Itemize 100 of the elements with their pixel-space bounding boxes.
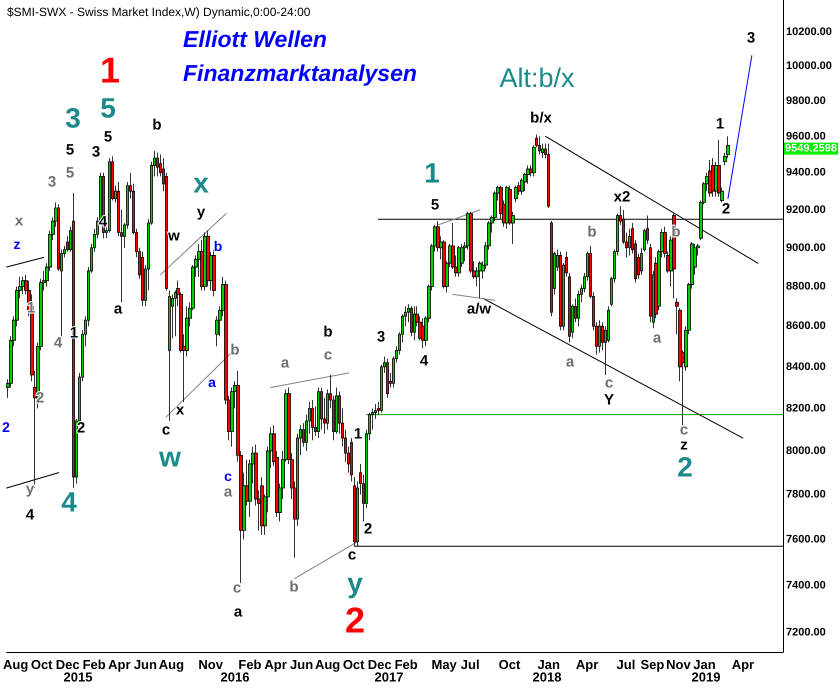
annotation: 5 [104, 128, 112, 146]
annotation: c [604, 374, 614, 392]
candlestick [168, 290, 171, 422]
annotation: c [348, 546, 356, 564]
annotation: 3 [48, 174, 56, 190]
annotation: y [347, 568, 364, 598]
candlestick [538, 136, 541, 155]
annotation: 2 [344, 600, 366, 640]
candlestick [442, 240, 446, 289]
annotation: c [324, 346, 332, 364]
y-tick-label: 7800.00 [786, 488, 826, 501]
annotation: 5 [66, 164, 74, 182]
candlestick [547, 143, 550, 208]
annotation: b [152, 116, 162, 134]
annotation: a [280, 354, 290, 372]
y-tick-label: 8000.00 [786, 444, 826, 457]
x-tick-label: Apr [576, 657, 598, 672]
x-tick-label: Jul [460, 657, 480, 672]
x-tick-label: Dec [56, 657, 80, 672]
x-tick-label: Jan [693, 657, 716, 672]
annotation: a [208, 374, 216, 390]
candlestick [708, 160, 712, 198]
y-tick-label: 8400.00 [786, 360, 826, 373]
annotation: 3 [376, 328, 386, 346]
text: 2019 [692, 670, 720, 684]
annotation: b [587, 224, 597, 240]
x-tick-label: Aug [158, 657, 184, 672]
annotation: 1 [716, 116, 724, 132]
annotation: 5 [100, 92, 116, 124]
annotation: b/x [530, 110, 552, 126]
y-tick-label: 8200.00 [786, 402, 826, 414]
x-tick-label: Oct [30, 657, 54, 672]
annotation: w [167, 228, 180, 244]
candlestick [260, 476, 264, 536]
annotation: 2 [364, 520, 372, 538]
candlestick [478, 260, 482, 299]
annotation: 1 [26, 300, 36, 316]
candlestick [212, 249, 216, 297]
candlestick [141, 251, 144, 307]
annotation: a [234, 604, 243, 620]
candlestick [21, 276, 25, 295]
text: 2017 [374, 670, 404, 684]
annotation: 2 [722, 200, 730, 218]
x-tick-label: Apr [732, 657, 754, 672]
annotation: a [224, 484, 233, 500]
annotation: a [652, 330, 662, 346]
candlestick [156, 152, 159, 177]
text: 9549.2598 [785, 142, 837, 155]
x-tick-label: Feb [82, 657, 106, 672]
x-tick-label: May [431, 657, 458, 672]
annotation: x [176, 402, 185, 418]
annotation: 3 [746, 30, 756, 46]
x-tick-label: Nov [666, 657, 692, 672]
annotation: y [26, 480, 35, 498]
chart-title: $SMI-SWX - Swiss Market Index,W) Dynamic,0:00-24:00 [7, 5, 311, 19]
annotation: 1 [424, 158, 440, 188]
x-tick-label: Jan [537, 657, 560, 672]
annotation: c [232, 580, 242, 596]
x-tick-label: Nov [198, 657, 224, 672]
candlestick [206, 230, 210, 287]
annotation: y [196, 204, 206, 220]
text: 2015 [64, 670, 92, 684]
x-tick-label: Oct [498, 657, 521, 672]
x-tick-label: Jun [290, 657, 314, 672]
y-tick-label: 8600.00 [786, 320, 826, 332]
y-tick-label: 7600.00 [786, 533, 826, 546]
y-tick-label: 9000.00 [786, 242, 826, 254]
y-tick-label: 10200.00 [786, 26, 832, 38]
x-tick-label: Apr [264, 657, 287, 672]
candlestick [514, 185, 518, 203]
annotation: b [323, 324, 333, 340]
text: 2018 [532, 670, 562, 684]
annotation: x [193, 168, 210, 198]
annotation: 4 [61, 486, 78, 518]
annotation: x2 [614, 188, 630, 206]
annotation: 4 [420, 352, 429, 370]
annotation: 3 [65, 102, 81, 134]
y-tick-label: 7200.00 [786, 626, 826, 639]
annotation: 1 [100, 50, 120, 90]
x-tick-label: Aug [2, 657, 28, 672]
x-tick-label: Oct [342, 657, 366, 672]
x-tick-label: Jun [134, 657, 157, 672]
y-tick-label: 9200.00 [786, 204, 826, 216]
annotation: a/w [466, 300, 492, 318]
y-tick-label: 8800.00 [786, 280, 826, 293]
annotation: 2 [677, 452, 693, 482]
candlestick [311, 400, 314, 441]
annotation: 3 [92, 144, 100, 160]
annotation: c [680, 422, 688, 438]
x-tick-label: Feb [394, 657, 418, 672]
annotation: Alt:b/x [499, 63, 576, 93]
candlestick [410, 306, 413, 337]
annotation: 4 [26, 506, 35, 524]
x-tick-label: Dec [368, 657, 392, 672]
annotation: 4 [54, 334, 63, 352]
annotation: a [114, 300, 123, 318]
y-tick-label: 9800.00 [786, 94, 826, 107]
y-tick-label: 7400.00 [786, 579, 826, 592]
annotation: z [680, 436, 688, 454]
x-tick-label: Jul [616, 657, 636, 672]
